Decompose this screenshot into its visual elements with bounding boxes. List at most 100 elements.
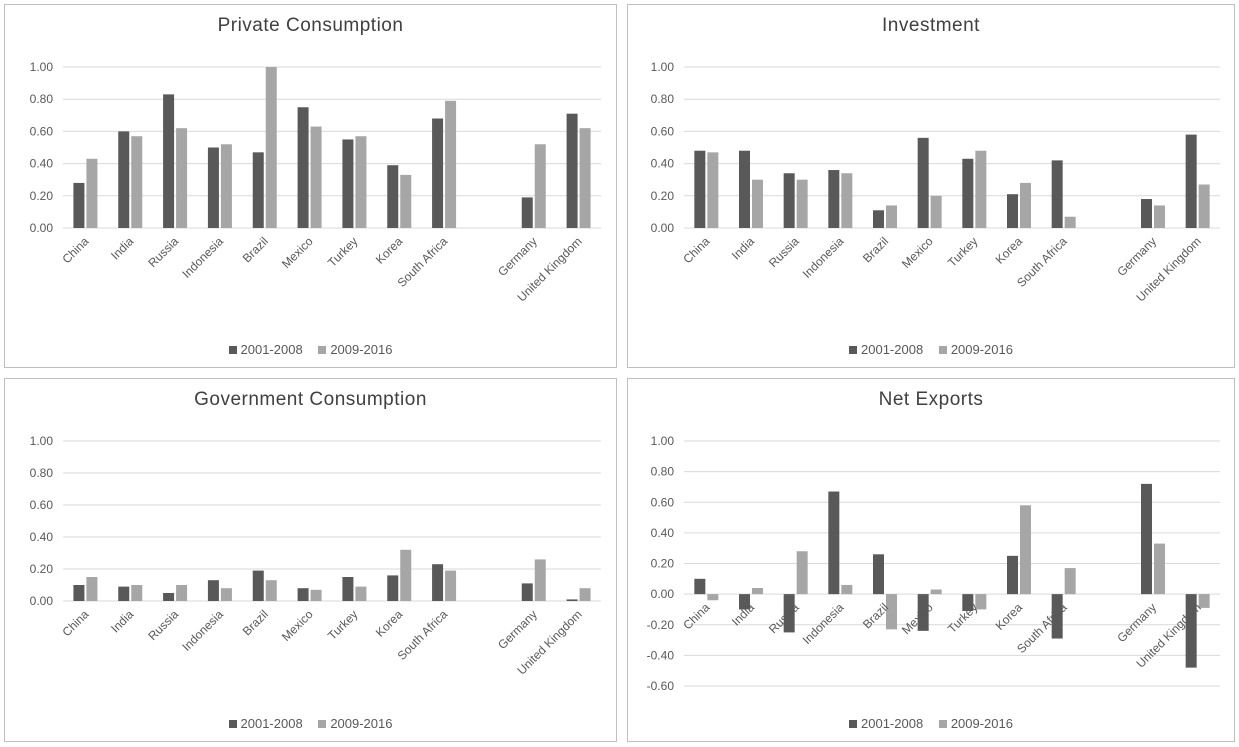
category-label: Russia: [145, 234, 181, 270]
legend-label: 2009-2016: [950, 342, 1013, 357]
bar-s1: [252, 152, 264, 228]
bar-s1: [828, 170, 840, 228]
bar-s2: [1020, 505, 1031, 595]
bar-s2: [400, 174, 412, 228]
category-label: China: [680, 600, 712, 632]
y-tick-label: 0.40: [30, 530, 54, 544]
legend-swatch-icon: [318, 720, 327, 728]
bar-s1: [828, 491, 840, 595]
legend-item-series-2: 2009-2016: [938, 342, 1013, 357]
category-label: Brazil: [240, 234, 271, 265]
bar-s1: [252, 570, 264, 601]
bar-s2: [796, 551, 808, 595]
bar-s2: [265, 580, 277, 601]
bar-s2: [796, 179, 808, 228]
bar-s1: [783, 594, 795, 633]
category-label: Indonesia: [800, 600, 847, 647]
bar-s2: [355, 586, 367, 601]
category-label: China: [59, 607, 91, 639]
chart-panel-private-consumption: 0.00 0.20 0.40 0.60 0.80 1.00 China India Russia…: [4, 4, 617, 368]
bar-s2: [131, 585, 143, 601]
bar-s2: [1198, 184, 1210, 228]
y-tick-label: 1.00: [651, 60, 675, 74]
bar-s2: [841, 584, 853, 595]
bar-s2: [355, 136, 367, 228]
bar-s2: [886, 205, 897, 228]
bar-s1: [73, 585, 85, 601]
bar-s2: [1154, 205, 1165, 228]
chart-title: Net Exports: [878, 389, 984, 410]
y-tick-label: 0.40: [651, 526, 675, 540]
bar-s2: [1154, 543, 1165, 595]
bar-s1: [1185, 134, 1197, 228]
bar-s1: [521, 583, 533, 601]
category-label: India: [729, 234, 758, 263]
bar-s1: [694, 578, 706, 595]
bar-s1: [73, 182, 85, 228]
category-label: Korea: [373, 607, 406, 640]
bar-s1: [207, 580, 219, 601]
category-label: Turkey: [945, 234, 981, 270]
bar-s1: [297, 588, 309, 601]
chart-svg: 0.00 0.20 0.40 0.60 0.80 1.00 China India Russia…: [30, 60, 601, 305]
category-label: Brazil: [240, 607, 271, 638]
category-label: Brazil: [860, 234, 891, 265]
category-label: Germany: [495, 234, 540, 279]
category-label: China: [680, 234, 712, 266]
y-tick-label: 1.00: [30, 434, 54, 448]
bar-s2: [220, 588, 232, 601]
chart-legend: 2001-2008 2009-2016: [5, 342, 616, 357]
y-tick-label: 0.80: [30, 92, 54, 106]
bar-s2: [579, 128, 591, 228]
chart-legend: 2001-2008 2009-2016: [628, 716, 1234, 731]
legend-swatch-icon: [938, 346, 947, 354]
category-label: Korea: [373, 234, 406, 267]
bar-s1: [873, 210, 884, 228]
legend-item-series-1: 2001-2008: [849, 716, 923, 731]
bar-s1: [1185, 594, 1197, 668]
bar-s1: [387, 575, 399, 601]
category-label: Indonesia: [179, 607, 226, 654]
bar-s1: [432, 118, 444, 228]
bar-s1: [739, 150, 750, 228]
y-tick-label: 0.60: [30, 124, 54, 138]
y-tick-label: 0.80: [30, 466, 54, 480]
category-label: Germany: [495, 607, 540, 652]
bar-s2: [1064, 216, 1076, 228]
y-tick-label: 0.80: [651, 92, 675, 106]
legend-swatch-icon: [849, 720, 858, 728]
chart-panel-government-consumption: 0.00 0.20 0.40 0.60 0.80 1.00 China India Russia…: [4, 378, 617, 742]
category-label: Mexico: [899, 234, 936, 271]
bar-s1: [297, 107, 309, 228]
bar-s2: [1020, 182, 1031, 228]
bar-s1: [962, 594, 974, 611]
legend-item-series-1: 2001-2008: [228, 342, 303, 357]
y-tick-label: 0.20: [651, 189, 675, 203]
y-tick-label: 0.80: [651, 465, 675, 479]
bar-s2: [752, 179, 763, 228]
bar-s2: [1064, 568, 1076, 595]
bar-s1: [873, 554, 884, 595]
legend-label: 2001-2008: [861, 716, 924, 731]
bar-s1: [1007, 555, 1018, 595]
y-tick-label: 0.00: [651, 221, 675, 235]
legend-label: 2009-2016: [330, 342, 393, 357]
bar-s2: [707, 594, 719, 601]
legend-item-series-1: 2001-2008: [849, 342, 923, 357]
bar-s1: [566, 113, 578, 228]
category-label: Russia: [145, 607, 181, 643]
chart-panel-investment: 0.00 0.20 0.40 0.60 0.80 1.00 China India Russia…: [627, 4, 1235, 368]
bar-s2: [131, 136, 143, 228]
bar-s2: [975, 150, 987, 228]
bar-s2: [176, 128, 188, 228]
bar-s2: [534, 559, 546, 601]
bar-s1: [1051, 160, 1063, 228]
y-tick-label: 0.60: [651, 124, 675, 138]
y-tick-label: 0.40: [651, 157, 675, 171]
bar-s1: [118, 586, 130, 601]
bar-s2: [445, 570, 457, 601]
legend-swatch-icon: [318, 346, 327, 354]
bar-s2: [707, 152, 719, 228]
category-label: Germany: [1114, 600, 1159, 645]
y-tick-label: -0.60: [647, 679, 675, 693]
